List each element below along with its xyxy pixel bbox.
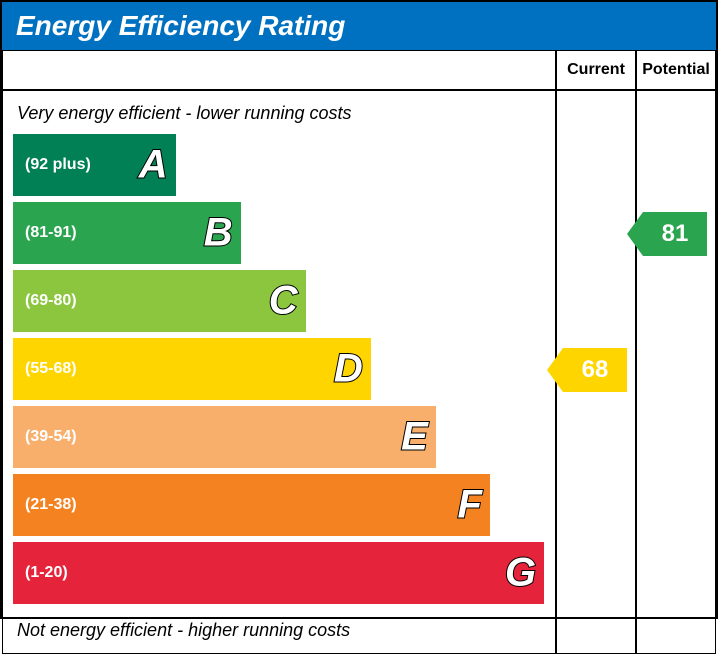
band-letter: D <box>334 347 363 392</box>
header-potential: Potential <box>636 50 716 90</box>
band-e: (39-54) E <box>13 406 436 468</box>
band-range: (21-38) <box>13 496 77 514</box>
caption-bottom: Not energy efficient - higher running co… <box>13 610 555 643</box>
potential-column: 81 <box>636 90 716 654</box>
band-range: (81-91) <box>13 224 77 242</box>
chart-title: Energy Efficiency Rating <box>16 10 345 41</box>
band-range: (92 plus) <box>13 156 91 174</box>
caption-top: Very energy efficient - lower running co… <box>13 101 555 134</box>
band-d: (55-68) D <box>13 338 371 400</box>
band-range: (39-54) <box>13 428 77 446</box>
band-letter: C <box>269 279 298 324</box>
band-c: (69-80) C <box>13 270 306 332</box>
band-range: (55-68) <box>13 360 77 378</box>
band-letter: B <box>204 211 233 256</box>
current-arrow-value: 68 <box>582 356 609 384</box>
header-current: Current <box>556 50 636 90</box>
band-f: (21-38) F <box>13 474 490 536</box>
current-arrow: 68 <box>563 348 627 392</box>
band-b: (81-91) B <box>13 202 241 264</box>
current-column: 68 <box>556 90 636 654</box>
band-g: (1-20) G <box>13 542 544 604</box>
header-blank <box>2 50 556 90</box>
band-letter: E <box>401 415 428 460</box>
band-a: (92 plus) A <box>13 134 176 196</box>
potential-arrow-value: 81 <box>662 220 689 248</box>
band-range: (69-80) <box>13 292 77 310</box>
band-letter: F <box>458 483 482 528</box>
epc-chart: Energy Efficiency Rating Current Potenti… <box>0 0 718 619</box>
band-range: (1-20) <box>13 564 68 582</box>
bands-area: Very energy efficient - lower running co… <box>2 90 556 654</box>
chart-grid: Current Potential Very energy efficient … <box>2 50 716 617</box>
title-bar: Energy Efficiency Rating <box>2 2 716 50</box>
band-letter: G <box>505 551 536 596</box>
band-letter: A <box>139 143 168 188</box>
potential-arrow: 81 <box>643 212 707 256</box>
